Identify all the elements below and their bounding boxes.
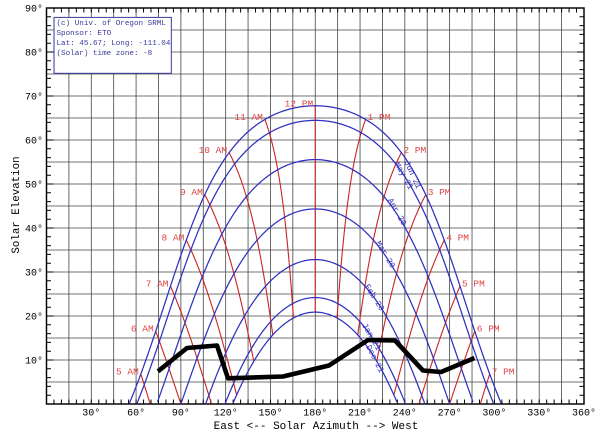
svg-text:6 AM: 6 AM (131, 324, 154, 335)
svg-text:10 AM: 10 AM (199, 145, 228, 156)
svg-text:80°: 80° (25, 48, 43, 60)
svg-text:20°: 20° (25, 312, 43, 324)
svg-text:(c) Univ. of Oregon SRML: (c) Univ. of Oregon SRML (57, 20, 167, 28)
svg-text:(Solar) time zone: -8: (Solar) time zone: -8 (57, 50, 153, 58)
svg-text:210°: 210° (348, 408, 372, 420)
svg-text:90°: 90° (25, 4, 43, 16)
svg-text:360°: 360° (572, 408, 596, 420)
svg-text:Solar Elevation: Solar Elevation (11, 156, 23, 253)
svg-text:30°: 30° (82, 408, 100, 420)
svg-text:180°: 180° (303, 408, 327, 420)
svg-text:30°: 30° (25, 268, 43, 280)
svg-text:11 AM: 11 AM (234, 112, 263, 123)
svg-text:90°: 90° (172, 408, 190, 420)
svg-text:270°: 270° (438, 408, 462, 420)
svg-text:50°: 50° (25, 180, 43, 192)
svg-text:150°: 150° (258, 408, 282, 420)
svg-text:8 AM: 8 AM (161, 233, 184, 244)
svg-text:1 PM: 1 PM (368, 112, 391, 123)
svg-text:2 PM: 2 PM (403, 145, 426, 156)
svg-text:10°: 10° (25, 356, 43, 368)
svg-text:330°: 330° (527, 408, 551, 420)
svg-text:7 PM: 7 PM (492, 367, 515, 378)
svg-text:4 PM: 4 PM (446, 233, 469, 244)
svg-text:East <-- Solar Azimuth --> Wes: East <-- Solar Azimuth --> West (214, 421, 419, 433)
svg-text:240°: 240° (393, 408, 417, 420)
svg-text:60°: 60° (127, 408, 145, 420)
svg-text:6 PM: 6 PM (477, 324, 500, 335)
svg-text:70°: 70° (25, 92, 43, 104)
svg-text:40°: 40° (25, 224, 43, 236)
svg-text:300°: 300° (482, 408, 506, 420)
svg-text:12 PM: 12 PM (285, 98, 314, 109)
svg-text:120°: 120° (214, 408, 238, 420)
svg-text:9 AM: 9 AM (180, 187, 203, 198)
svg-text:Lat: 45.67; Long: -111.04: Lat: 45.67; Long: -111.04 (57, 40, 171, 48)
svg-text:60°: 60° (25, 136, 43, 148)
svg-text:5 AM: 5 AM (116, 367, 139, 378)
svg-text:7 AM: 7 AM (146, 279, 169, 290)
svg-text:5 PM: 5 PM (462, 279, 485, 290)
svg-text:Sponsor: ETO: Sponsor: ETO (57, 30, 112, 38)
svg-text:3 PM: 3 PM (428, 187, 451, 198)
